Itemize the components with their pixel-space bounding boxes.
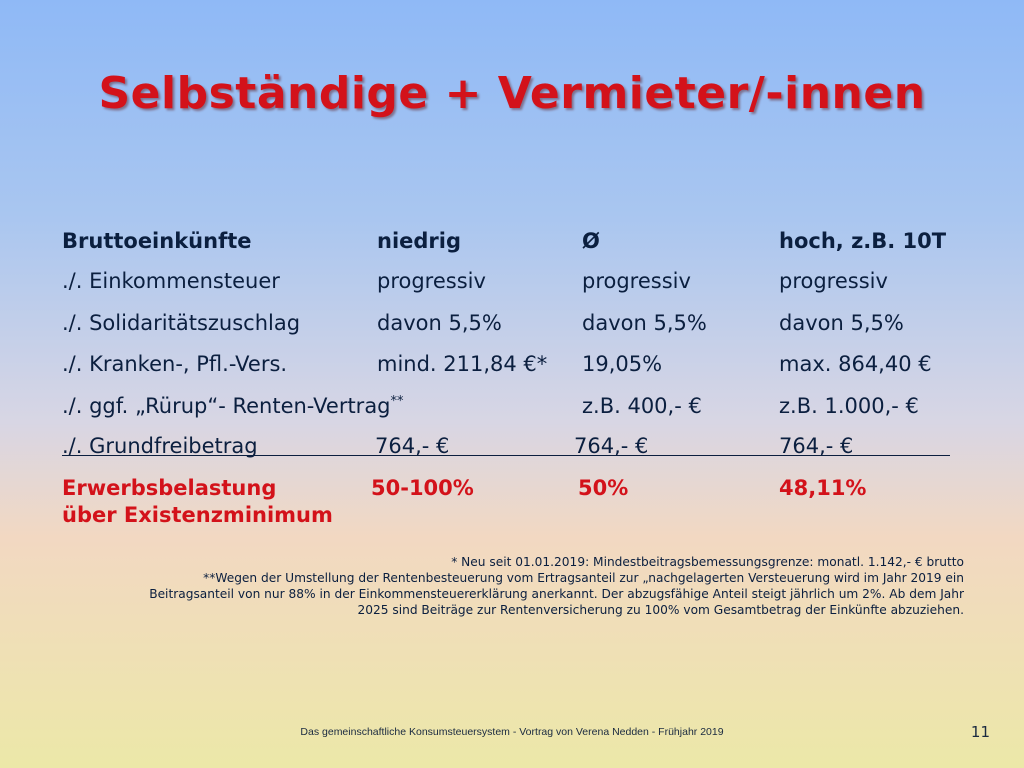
row-label: ./. Grundfreibetrag [62,434,258,458]
table-row: ./. Grundfreibetrag 764,- € 764,- € 764,… [0,434,1024,464]
table-row: ./. Kranken-, Pfl.-Vers. mind. 211,84 €*… [0,352,1024,382]
slide-title: Selbständige + Vermieter/-innen [98,68,926,119]
row-avg-value: davon 5,5% [582,311,707,335]
row-low-value: progressiv [377,269,486,293]
row-avg-value: progressiv [582,269,691,293]
result-high-value: 48,11% [779,476,867,500]
row-avg-value: 764,- € [574,434,649,458]
result-low-value: 50-100% [371,476,474,500]
row-high-value: max. 864,40 € [779,352,932,376]
column-high-header: hoch, z.B. 10T [779,229,947,253]
row-label: ./. ggf. „Rürup“- Renten-Vertrag** [62,394,404,418]
row-label: ./. Kranken-, Pfl.-Vers. [62,352,288,376]
footnote-2-line-2: Beitragsanteil von nur 88% in der Einkom… [149,587,964,601]
column-avg-header: Ø [582,229,600,253]
page-number: 11 [970,723,990,741]
footnotes: * Neu seit 01.01.2019: Mindestbeitragsbe… [60,554,964,618]
table-row: ./. Solidaritätszuschlag davon 5,5% davo… [0,311,1024,341]
row-high-value: z.B. 1.000,- € [779,394,919,418]
column-low-header: niedrig [377,229,462,253]
slide-footer: Das gemeinschaftliche Konsumsteuersystem… [300,726,724,738]
row-avg-value: 19,05% [582,352,663,376]
result-label-subline: über Existenzminimum [62,503,333,527]
footnote-2-line-1: **Wegen der Umstellung der Rentenbesteue… [203,571,964,585]
table-row: ./. ggf. „Rürup“- Renten-Vertrag** z.B. … [0,394,1024,424]
row-low-value: mind. 211,84 €* [377,352,548,376]
result-label: Erwerbsbelastung [62,476,277,500]
table-row: ./. Einkommensteuer progressiv progressi… [0,269,1024,299]
row-label-text: ./. ggf. „Rürup“- Renten-Vertrag [62,394,391,418]
footnote-2-line-3: 2025 sind Beiträge zur Rentenversicherun… [357,603,964,617]
result-row: Erwerbsbelastung 50-100% 50% 48,11% [0,476,1024,506]
footnote-1: * Neu seit 01.01.2019: Mindestbeitragsbe… [451,555,964,569]
column-label-header: Bruttoeinkünfte [62,229,252,253]
table-header-row: Bruttoeinkünfte niedrig Ø hoch, z.B. 10T [0,229,1024,259]
row-high-value: progressiv [779,269,888,293]
result-avg-value: 50% [578,476,629,500]
table-divider [62,455,950,456]
row-low-value: davon 5,5% [377,311,502,335]
row-label: ./. Einkommensteuer [62,269,280,293]
result-row-subline: über Existenzminimum [0,503,1024,533]
row-avg-value: z.B. 400,- € [582,394,702,418]
row-low-value: 764,- € [375,434,450,458]
row-high-value: 764,- € [779,434,854,458]
row-label: ./. Solidaritätszuschlag [62,311,301,335]
row-high-value: davon 5,5% [779,311,904,335]
footnote-marker: ** [390,394,404,409]
